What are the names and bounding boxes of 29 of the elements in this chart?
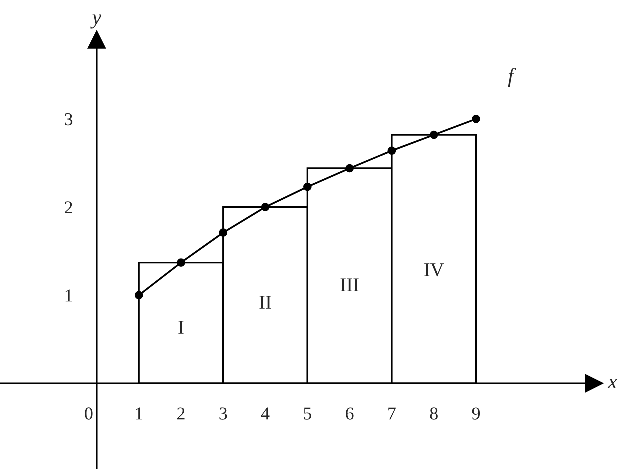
annotation: II [260,296,272,309]
annotation: I [178,321,184,334]
point [346,164,354,173]
point [219,228,228,238]
x-tick-label: 5 [304,408,312,420]
annotation: III [340,278,359,292]
x-tick-label: 9 [472,408,480,420]
y-axis-title: y [90,14,102,29]
y-tick-label: 1 [66,290,72,302]
x-tick-label: 8 [430,408,438,420]
point [134,291,144,300]
point [177,258,186,267]
x-axis-title: x [608,378,618,389]
x-tick-label: 6 [346,408,354,420]
x-tick-label: 0 [85,408,93,420]
point [261,203,270,212]
annotation: IV [424,264,444,277]
annotation: f [508,68,516,88]
point [388,146,396,156]
x-tick-label: 1 [136,408,143,420]
x-tick-label: 2 [178,408,185,420]
point [304,182,312,192]
point [472,115,480,124]
y-tick-label: 2 [65,202,72,214]
x-tick-label: 7 [388,408,396,420]
y-tick-label: 3 [65,113,73,126]
point [430,130,438,140]
x-tick-label: 4 [261,408,270,420]
x-tick-label: 3 [220,408,228,420]
